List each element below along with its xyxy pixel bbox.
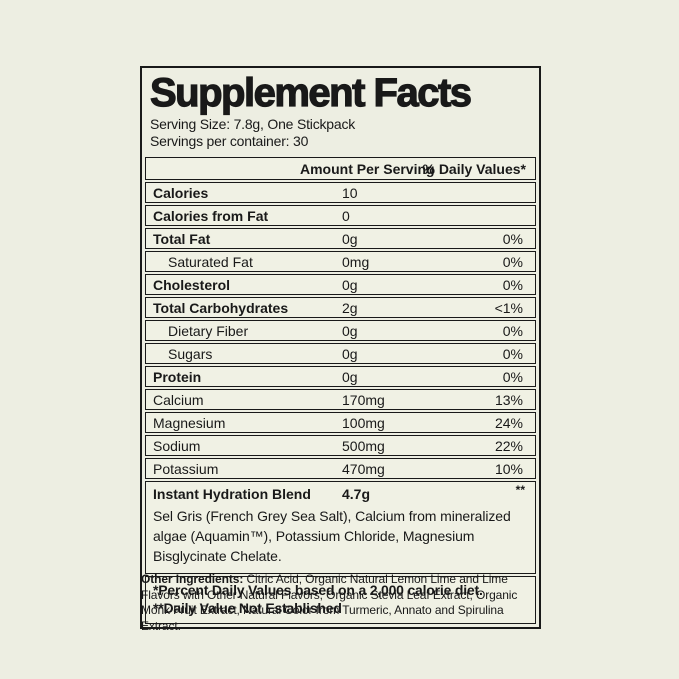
nutrient-dv: 0% — [502, 231, 523, 247]
nutrient-dv: <1% — [494, 300, 523, 316]
nutrient-name: Magnesium — [153, 415, 226, 431]
blend-description: Sel Gris (French Grey Sea Salt), Calcium… — [153, 508, 511, 564]
nutrient-name: Total Carbohydrates — [153, 300, 289, 316]
nutrient-name: Calories from Fat — [153, 208, 269, 224]
nutrient-amount: 100mg — [342, 415, 385, 431]
nutrient-amount: 170mg — [342, 392, 385, 408]
nutrient-dv: 0% — [502, 346, 523, 362]
footnote-not-established: **Daily Value Not Established — [153, 600, 342, 616]
nutrient-amount: 0 — [342, 208, 350, 224]
table-row: Sugars 0g 0% — [145, 343, 536, 364]
nutrient-amount: 0g — [342, 369, 358, 385]
nutrient-dv: 22% — [494, 438, 523, 454]
nutrient-amount: 500mg — [342, 438, 385, 454]
table-row: Calories from Fat 0 — [145, 205, 536, 226]
servings-per-container-line: Servings per container: 30 — [150, 133, 309, 149]
nutrient-amount: 0g — [342, 323, 358, 339]
nutrient-amount: 0mg — [342, 254, 370, 270]
supplement-facts-panel: Supplement Facts Serving Size: 7.8g, One… — [140, 66, 541, 629]
table-row: Dietary Fiber 0g 0% — [145, 320, 536, 341]
table-row: Total Fat 0g 0% — [145, 228, 536, 249]
nutrient-name: Instant Hydration Blend — [153, 486, 311, 502]
table-row: Total Carbohydrates 2g <1% — [145, 297, 536, 318]
table-row: Cholesterol 0g 0% — [145, 274, 536, 295]
other-ingredients: Other Ingredients: Citric Acid, Organic … — [141, 572, 545, 634]
table-row: Magnesium 100mg 24% — [145, 412, 536, 433]
serving-size-line: Serving Size: 7.8g, One Stickpack — [150, 116, 356, 132]
nutrient-amount: 0g — [342, 231, 358, 247]
nutrient-amount: 470mg — [342, 461, 385, 477]
nutrient-name: Cholesterol — [153, 277, 231, 293]
daily-values-header: % Daily Values* — [422, 161, 526, 177]
table-row: Potassium 470mg 10% — [145, 458, 536, 479]
table-row: Saturated Fat 0mg 0% — [145, 251, 536, 272]
nutrient-amount: 4.7g — [342, 486, 371, 502]
table-header-row: Amount Per Serving % Daily Values* — [145, 157, 536, 180]
nutrient-name: Calories — [153, 185, 209, 201]
table-row: Calcium 170mg 13% — [145, 389, 536, 410]
nutrient-name: Potassium — [153, 461, 219, 477]
nutrient-dv: 10% — [494, 461, 523, 477]
nutrient-name: Saturated Fat — [168, 254, 253, 270]
nutrient-amount: 10 — [342, 185, 358, 201]
nutrient-dv: 13% — [494, 392, 523, 408]
footnote-section: *Percent Daily Values based on a 2,000 c… — [145, 576, 536, 624]
nutrient-name: Dietary Fiber — [168, 323, 249, 339]
nutrient-name: Calcium — [153, 392, 204, 408]
nutrient-dv: 0% — [502, 323, 523, 339]
title-block: Supplement Facts Serving Size: 7.8g, One… — [145, 71, 536, 155]
nutrient-name: Sodium — [153, 438, 201, 454]
table-row: Calories 10 — [145, 182, 536, 203]
other-ingredients-label: Other Ingredients: — [141, 572, 244, 586]
nutrient-rows: Calories 10 Calories from Fat 0 Total Fat 0g 0… — [145, 182, 536, 479]
nutrient-amount: 0g — [342, 277, 358, 293]
blend-section: Instant Hydration Blend 4.7g ** Sel Gris… — [145, 481, 536, 574]
footnote-daily-values: *Percent Daily Values based on a 2,000 c… — [153, 582, 483, 598]
nutrient-amount: 0g — [342, 346, 358, 362]
amount-per-serving-header: Amount Per Serving — [300, 161, 435, 177]
nutrient-name: Sugars — [168, 346, 213, 362]
nutrient-amount: 2g — [342, 300, 358, 316]
nutrient-dv: 0% — [502, 277, 523, 293]
table-row: Protein 0g 0% — [145, 366, 536, 387]
nutrient-name: Protein — [153, 369, 202, 385]
panel-title: Supplement Facts — [149, 71, 472, 115]
table-row: Instant Hydration Blend 4.7g ** — [146, 482, 535, 505]
nutrient-name: Total Fat — [153, 231, 211, 247]
nutrient-dv: 0% — [502, 254, 523, 270]
other-ingredients-text: Citric Acid, Organic Natural Lemon Lime … — [141, 572, 518, 633]
nutrient-dv: 0% — [502, 369, 523, 385]
table-row: Sodium 500mg 22% — [145, 435, 536, 456]
nutrient-dv: 24% — [494, 415, 523, 431]
nutrient-dv: ** — [515, 483, 525, 497]
